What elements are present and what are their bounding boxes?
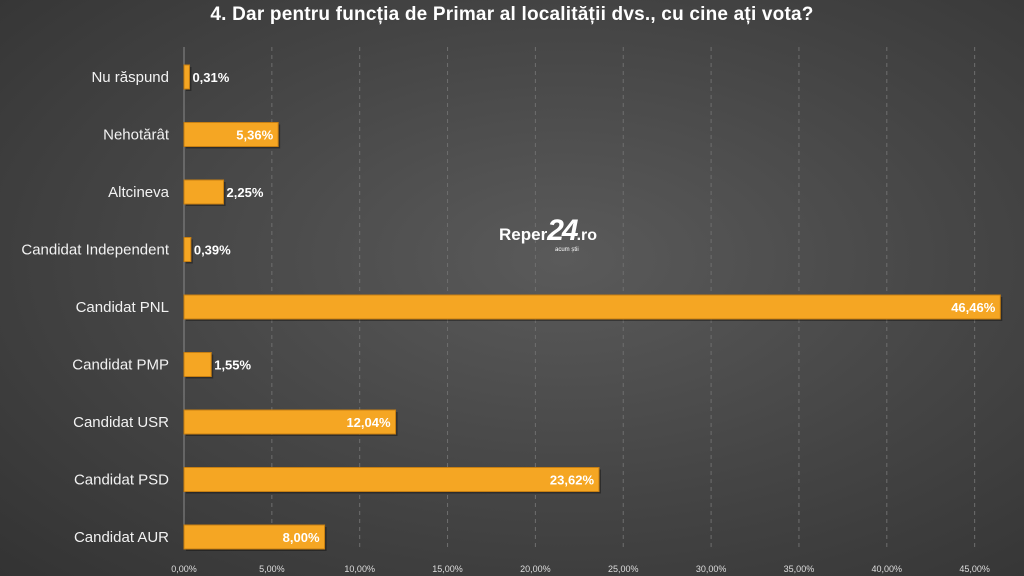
bar (183, 409, 397, 435)
data-label: 5,36% (236, 128, 273, 143)
category-label: Candidat AUR (74, 529, 169, 546)
x-tick-label: 30,00% (696, 564, 727, 574)
category-label: Nu răspund (91, 69, 169, 86)
x-tick-label: 25,00% (608, 564, 639, 574)
category-label: Candidat USR (73, 414, 169, 431)
bar (183, 64, 190, 90)
x-tick-label: 5,00% (259, 564, 285, 574)
bar (183, 467, 600, 492)
x-tick-label: 45,00% (959, 564, 990, 574)
x-tick-label: 15,00% (432, 564, 463, 574)
x-tick-label: 35,00% (784, 564, 815, 574)
category-label: Nehotărât (103, 127, 170, 144)
data-label: 2,25% (227, 185, 264, 200)
data-label: 8,00% (283, 530, 320, 545)
watermark-brand: Reper (499, 225, 548, 244)
x-tick-label: 20,00% (520, 564, 551, 574)
watermark-logo: Reper24.ro acum știi (499, 214, 598, 253)
category-label: Candidat Independent (21, 242, 169, 259)
data-labels: 0,31% 5,36% 2,25% 0,39% 46,46% 1,55% 12,04% 23,… (192, 70, 995, 545)
category-label: Candidat PNL (76, 299, 169, 316)
data-label: 12,04% (346, 415, 391, 430)
bar (183, 294, 1001, 320)
x-axis: 0,00% 5,00% 10,00% 15,00% 20,00% 25,00% 30,00%… (171, 564, 990, 574)
bar (183, 122, 279, 147)
data-label: 1,55% (214, 358, 251, 373)
category-axis: Nu răspund Nehotărât Altcineva Candidat Ind… (21, 69, 169, 546)
data-label: 46,46% (951, 300, 996, 315)
watermark-tagline: acum știi (555, 247, 579, 253)
category-label: Candidat PSD (74, 472, 169, 489)
bar (183, 179, 225, 205)
bar (183, 524, 326, 550)
bar-series (183, 64, 1003, 551)
watermark-tld: .ro (576, 227, 598, 244)
watermark-number: 24 (547, 214, 578, 247)
bar (183, 352, 212, 377)
x-tick-label: 0,00% (171, 564, 197, 574)
x-tick-label: 10,00% (344, 564, 375, 574)
category-label: Altcineva (108, 184, 170, 201)
data-label: 23,62% (550, 473, 595, 488)
data-label: 0,39% (194, 243, 231, 258)
category-label: Candidat PMP (72, 357, 169, 374)
data-label: 0,31% (192, 70, 229, 85)
x-tick-label: 40,00% (872, 564, 903, 574)
chart-title: 4. Dar pentru funcția de Primar al local… (210, 4, 814, 25)
bar (183, 237, 192, 262)
